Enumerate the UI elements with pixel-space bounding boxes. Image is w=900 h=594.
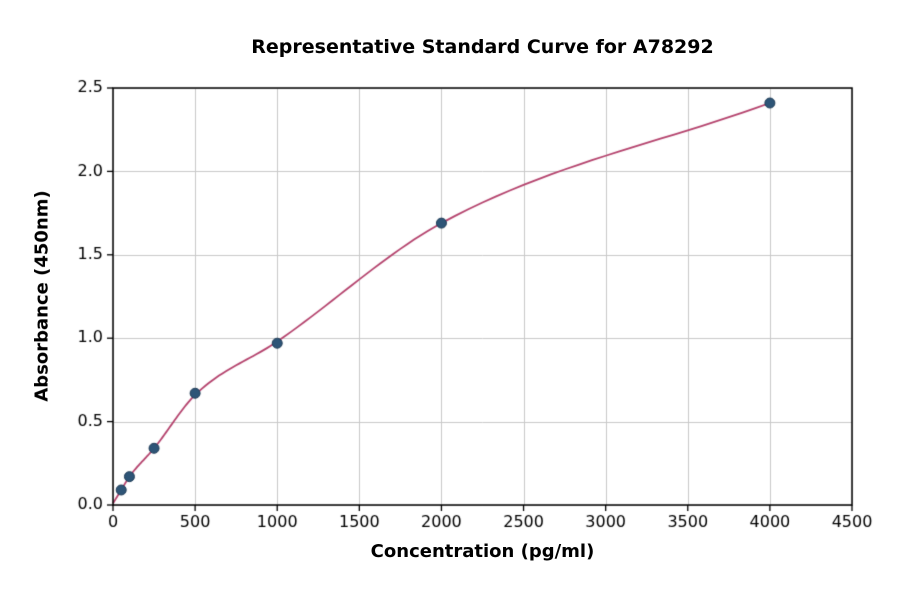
y-axis-label: Absorbance (450nm) [31,190,53,402]
x-axis-label: Concentration (pg/ml) [370,541,595,562]
chart-title: Representative Standard Curve for A78292 [251,36,714,58]
